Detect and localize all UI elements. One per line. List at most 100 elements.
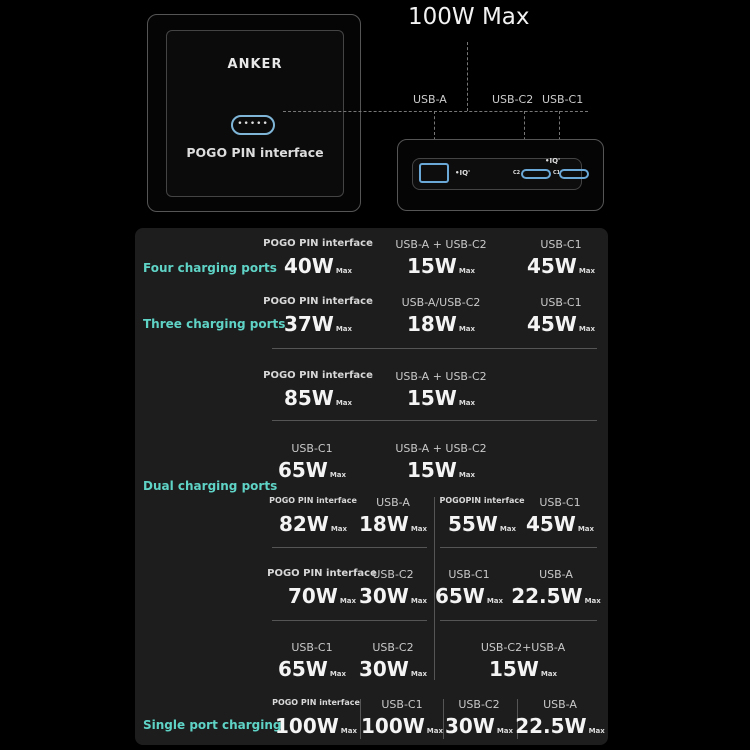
max-suffix: Max [458,267,476,275]
max-suffix: Max [584,597,601,605]
wattage: 15W [406,458,457,482]
spec-cell: USB-A 18W Max [333,496,453,536]
charging-spec-panel [135,228,608,745]
spec-cell: USB-C1 100W Max [342,698,462,738]
port-name: USB-A/USB-C2 [401,296,481,309]
max-suffix: Max [329,471,347,479]
spec-cell: POGO PIN interface 70W Max [262,568,382,608]
wattage: 82W [278,512,329,536]
port-name: USB-C2+USB-A [480,641,566,654]
divider [272,420,597,421]
max-suffix: Max [458,471,476,479]
port-name: USB-C2 [372,568,414,581]
max-suffix: Max [335,325,353,333]
spec-cell: USB-C2 30W Max [333,641,453,681]
spec-cell: POGOPIN interface 55W Max [422,496,542,536]
divider-vertical [517,699,518,739]
spec-cell: USB-A + USB-C2 15W Max [381,442,501,482]
spec-cell: USB-C1 65W Max [252,641,372,681]
port-name: POGO PIN interface [267,568,377,579]
spec-cell: USB-C1 45W Max [501,238,621,278]
max-output-title: 100W Max [408,4,530,30]
max-suffix: Max [577,525,595,533]
port-name: POGO PIN interface [263,238,373,249]
wattage: 15W [488,657,539,681]
connector-line [559,111,560,156]
max-suffix: Max [578,267,596,275]
max-suffix: Max [410,670,428,678]
connector-line [524,111,525,156]
wattage: 37W [283,312,334,336]
divider-vertical [434,497,435,680]
spec-cell: USB-C1 45W Max [501,296,621,336]
spec-cell: POGO PIN interface 37W Max [258,296,378,336]
wattage: 100W [274,714,339,738]
iq-badge: •IQ' [455,169,471,177]
port-name: USB-A + USB-C2 [395,370,487,383]
max-suffix: Max [499,525,517,533]
port-name: USB-C1 [381,698,423,711]
iq-badge: •IQ' [545,157,561,165]
wattage: 18W [406,312,457,336]
port-name: USB-C2 [458,698,500,711]
c1-mark: C1 [553,170,561,176]
spec-cell: USB-C1 65W Max [252,442,372,482]
max-suffix: Max [578,325,596,333]
max-suffix: Max [329,670,347,678]
wattage: 15W [406,386,457,410]
power-bank-side-illustration: •IQ' C2 •IQ' C1 [397,139,604,211]
divider [440,547,597,548]
spec-cell: USB-A 22.5W Max [500,698,620,738]
wattage: 100W [360,714,425,738]
wattage: 22.5W [515,714,587,738]
max-suffix: Max [340,727,358,735]
spec-cell: USB-A + USB-C2 15W Max [381,370,501,410]
usb-c1-port-icon [559,169,589,179]
wattage: 65W [277,458,328,482]
wattage: 45W [526,312,577,336]
spec-cell: USB-C1 65W Max [409,568,529,608]
max-suffix: Max [540,670,558,678]
device-face: ANKER ••••• POGO PIN interface [166,30,344,197]
wattage: 70W [287,584,338,608]
max-suffix: Max [335,267,353,275]
port-name: POGO PIN interface [263,370,373,381]
wattage: 18W [358,512,409,536]
spec-cell: USB-C1 45W Max [500,496,620,536]
port-name: USB-C1 [539,496,581,509]
section-label-single-port: Single port charging [143,718,282,732]
port-name: POGOPIN interface [439,496,525,505]
port-name: USB-A [376,496,410,509]
divider [440,620,597,621]
port-label-usb-a: USB-A [413,93,447,106]
connector-line [283,111,588,112]
port-name: USB-C1 [448,568,490,581]
max-suffix: Max [486,597,504,605]
section-label-dual-ports: Dual charging ports [143,479,278,493]
port-label-usb-c2: USB-C2 [492,93,534,106]
port-name: USB-A + USB-C2 [395,238,487,251]
port-name: USB-C1 [291,641,333,654]
spec-cell: POGO PIN interface 100W Max [256,698,376,738]
connector-line [467,42,468,111]
max-suffix: Max [458,399,476,407]
pogo-pin-label: POGO PIN interface [186,145,324,160]
port-name: USB-A + USB-C2 [395,442,487,455]
port-name: USB-A [543,698,577,711]
connector-line [434,111,435,156]
wattage: 45W [526,254,577,278]
max-suffix: Max [426,727,444,735]
pogo-pin-icon: ••••• [231,115,275,135]
spec-cell: USB-C2 30W Max [333,568,453,608]
port-label-usb-c1: USB-C1 [542,93,584,106]
c2-mark: C2 [513,170,521,176]
wattage: 30W [358,584,409,608]
max-suffix: Max [588,727,605,735]
usb-c2-port-icon [521,169,551,179]
wattage: 15W [406,254,457,278]
wattage: 30W [358,657,409,681]
port-name: POGO PIN interface [269,496,357,505]
brand-logo: ANKER [227,57,283,72]
port-panel: •IQ' C2 •IQ' C1 [412,157,589,190]
port-name: USB-C2 [372,641,414,654]
